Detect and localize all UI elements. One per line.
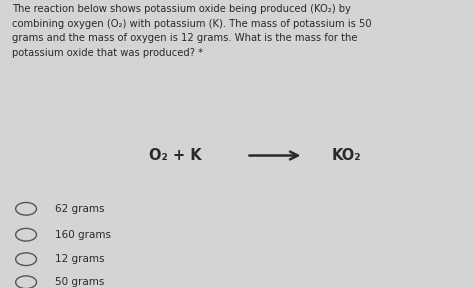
Text: 50 grams: 50 grams (55, 277, 104, 287)
Text: The reaction below shows potassium oxide being produced (KO₂) by
combining oxyge: The reaction below shows potassium oxide… (12, 4, 372, 58)
Text: KO₂: KO₂ (331, 148, 361, 163)
Text: 62 grams: 62 grams (55, 204, 104, 214)
Text: 12 grams: 12 grams (55, 254, 104, 264)
Text: O₂ + K: O₂ + K (149, 148, 202, 163)
Text: 160 grams: 160 grams (55, 230, 110, 240)
